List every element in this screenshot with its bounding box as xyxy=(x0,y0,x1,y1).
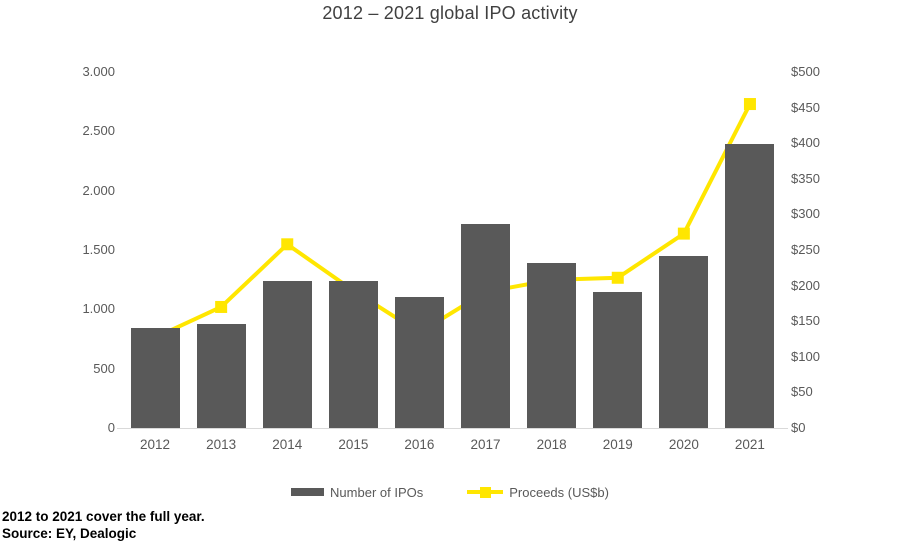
footnote: 2012 to 2021 cover the full year. Source… xyxy=(2,508,205,542)
x-axis-label: 2014 xyxy=(272,437,303,452)
y-axis-left-tick: 1.500 xyxy=(82,242,115,257)
ipo-count-bar xyxy=(461,223,511,428)
footnote-line-2: Source: EY, Dealogic xyxy=(2,526,137,541)
proceeds-marker xyxy=(743,98,756,111)
x-axis-label: 2015 xyxy=(338,437,369,452)
proceeds-marker xyxy=(215,300,228,313)
y-axis-right-tick: $400 xyxy=(791,135,820,151)
legend-label-number-of-ipos: Number of IPOs xyxy=(330,484,424,500)
y-axis-left-tick: 2.000 xyxy=(82,182,115,198)
y-axis-right-tick: $100 xyxy=(791,348,820,364)
y-axis-right-tick: $50 xyxy=(791,384,813,400)
y-axis-left-tick: 0 xyxy=(107,420,115,435)
ipo-count-bar xyxy=(394,296,444,428)
x-axis-line xyxy=(117,428,788,429)
y-axis-right-tick: $150 xyxy=(791,313,820,329)
y-axis-right-tick: $300 xyxy=(791,206,820,222)
y-axis-left-tick: 500 xyxy=(93,360,115,376)
ipo-count-bar xyxy=(725,144,775,428)
y-axis-left-tick: 1.000 xyxy=(82,301,115,317)
legend-item-proceeds: Proceeds (US$b) xyxy=(467,485,609,500)
x-axis-label: 2017 xyxy=(470,437,501,452)
ipo-count-bar xyxy=(593,291,643,428)
proceeds-marker xyxy=(611,271,624,284)
ipo-count-bar xyxy=(262,280,312,428)
y-axis-right-tick: $450 xyxy=(791,99,820,115)
y-axis-right-tick: $250 xyxy=(791,242,820,257)
y-axis-right-tick: $0 xyxy=(791,420,806,435)
ipo-count-bar xyxy=(328,280,378,428)
ipo-count-bar xyxy=(527,263,577,428)
x-axis-label: 2021 xyxy=(734,437,765,452)
ipo-count-bar xyxy=(130,327,180,428)
x-axis-label: 2012 xyxy=(140,437,171,452)
chart-title: 2012 – 2021 global IPO activity xyxy=(322,3,578,23)
legend-label-proceeds: Proceeds (US$b) xyxy=(509,484,609,500)
y-axis-right-tick: $500 xyxy=(791,64,820,79)
ipo-count-bar xyxy=(196,323,246,428)
y-axis-right-tick: $200 xyxy=(791,277,820,293)
y-axis-right-tick: $350 xyxy=(791,170,820,186)
x-axis-label: 2020 xyxy=(668,437,699,452)
line-swatch-icon xyxy=(467,486,504,499)
proceeds-marker xyxy=(677,227,690,240)
x-axis-label: 2016 xyxy=(404,437,435,452)
ipo-count-bar xyxy=(659,255,709,428)
x-axis-label: 2019 xyxy=(602,437,633,452)
bar-swatch-icon xyxy=(291,488,325,496)
chart-legend: Number of IPOs Proceeds (US$b) xyxy=(0,483,900,501)
y-axis-left-tick: 2.500 xyxy=(82,123,115,139)
proceeds-marker xyxy=(281,238,294,251)
x-axis-label: 2018 xyxy=(536,437,567,452)
footnote-line-1: 2012 to 2021 cover the full year. xyxy=(2,509,205,524)
legend-item-number-of-ipos: Number of IPOs xyxy=(291,485,423,500)
x-axis-label: 2013 xyxy=(206,437,237,452)
y-axis-left-tick: 3.000 xyxy=(82,64,115,79)
